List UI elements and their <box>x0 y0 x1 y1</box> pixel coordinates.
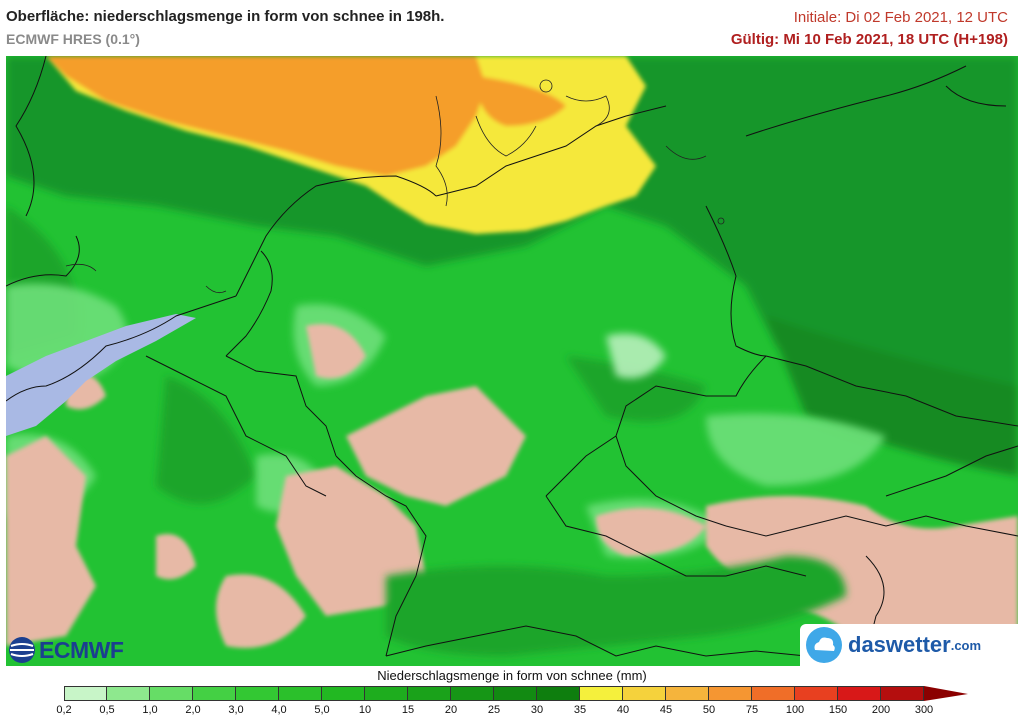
legend-tick-label: 75 <box>745 704 759 716</box>
legend-swatch <box>537 686 580 701</box>
legend-colorbar <box>64 686 968 701</box>
legend-swatch <box>408 686 451 701</box>
legend-tick-label: 45 <box>659 704 673 716</box>
legend-swatch <box>580 686 623 701</box>
ecmwf-logo: ECMWF <box>8 636 124 664</box>
daswetter-logo[interactable]: daswetter .com <box>800 624 1018 666</box>
legend-swatch <box>709 686 752 701</box>
legend-tick-label: 40 <box>616 704 630 716</box>
legend-swatch <box>881 686 924 701</box>
borders <box>6 56 1018 657</box>
legend-tick-label: 100 <box>785 704 805 716</box>
legend-tick-label: 25 <box>487 704 501 716</box>
legend-tick-label: 3,0 <box>228 704 244 716</box>
coast-details <box>65 79 725 294</box>
legend-tick-label: 50 <box>702 704 716 716</box>
legend-swatch <box>279 686 322 701</box>
legend-swatch <box>451 686 494 701</box>
legend-swatch <box>752 686 795 701</box>
legend-tick-label: 150 <box>828 704 848 716</box>
ecmwf-globe-icon <box>9 637 35 663</box>
legend-swatch <box>107 686 150 701</box>
legend-tick-label: 20 <box>444 704 458 716</box>
legend-title: Niederschlagsmenge in form von schnee (m… <box>377 668 647 683</box>
legend-swatch <box>322 686 365 701</box>
legend-tick-label: 0,5 <box>99 704 115 716</box>
legend-tick-label: 200 <box>871 704 891 716</box>
heavy-snow-zone <box>46 56 656 234</box>
header: Oberfläche: niederschlagsmenge in form v… <box>0 0 1024 56</box>
legend-tick-label: 15 <box>401 704 415 716</box>
map-canvas <box>6 56 1018 666</box>
map-title: Oberfläche: niederschlagsmenge in form v… <box>6 8 445 25</box>
sea-area <box>6 314 196 436</box>
legend-tick-label: 10 <box>358 704 372 716</box>
legend-tick-label: 35 <box>573 704 587 716</box>
legend-swatch <box>838 686 881 701</box>
legend-tick-label: 1,0 <box>142 704 158 716</box>
legend-swatch <box>494 686 537 701</box>
legend-tick-label: 0,2 <box>56 704 72 716</box>
daswetter-name: daswetter <box>848 632 951 657</box>
legend-swatch <box>150 686 193 701</box>
legend-swatch <box>623 686 666 701</box>
model-label: ECMWF HRES (0.1°) <box>6 31 140 47</box>
legend-swatch <box>64 686 107 701</box>
legend-labels: 0,2 0,5 1,0 2,0 3,0 4,0 5,0 10 15 20 25 30 35 40 45 50 7… <box>0 704 1024 720</box>
legend-arrow <box>924 686 968 701</box>
legend-swatch <box>666 686 709 701</box>
legend-tick-label: 5,0 <box>314 704 330 716</box>
legend-swatch <box>365 686 408 701</box>
forecast-map[interactable] <box>6 56 1018 666</box>
initial-time: Initiale: Di 02 Feb 2021, 12 UTC <box>793 9 1008 26</box>
legend-swatch <box>795 686 838 701</box>
legend-swatch <box>236 686 279 701</box>
daswetter-domain: .com <box>950 637 982 653</box>
legend-tick-label: 4,0 <box>271 704 287 716</box>
valid-time: Gültig: Mi 10 Feb 2021, 18 UTC (H+198) <box>730 31 1008 48</box>
legend-tick-label: 2,0 <box>185 704 201 716</box>
legend-swatch <box>193 686 236 701</box>
legend-tick-label: 300 <box>914 704 934 716</box>
ecmwf-logo-text: ECMWF <box>39 636 124 663</box>
cloud-logo-icon <box>806 627 842 663</box>
legend-tick-label: 30 <box>530 704 544 716</box>
